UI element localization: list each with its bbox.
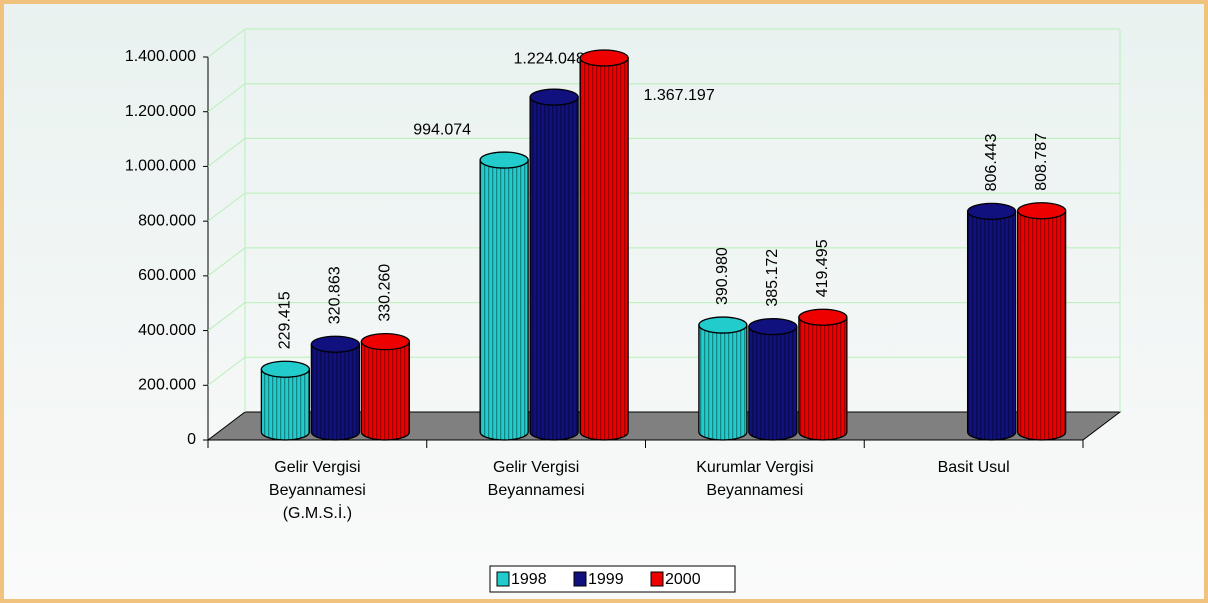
bar [310,343,361,441]
bar [698,324,748,441]
value-label: 229.415 [277,291,294,349]
legend-label: 2000 [665,571,701,588]
bar [748,325,798,441]
legend-swatch [650,571,664,587]
y-tick-label: 1.000.000 [125,158,196,175]
legend-swatch [573,571,587,587]
y-tick-label: 200.000 [138,377,196,394]
bar [360,341,411,441]
bar [479,159,529,441]
grid-line [207,302,246,331]
bar-top [360,333,411,351]
value-label: 1.224.048 [514,50,585,67]
x-tick-label: Gelir Vergisi [274,459,360,476]
x-tick-label: Beyannamesi [269,482,366,499]
legend-label: 1999 [588,571,624,588]
x-tick-label: Kurumlar Vergisi [696,459,813,476]
bar-top [798,308,848,326]
y-tick-label: 400.000 [138,322,196,339]
legend-label: 1998 [511,571,547,588]
value-label: 808.787 [1033,133,1050,191]
x-tick-label: Basit Usul [938,459,1010,476]
value-label: 1.367.197 [644,87,715,104]
bar-top [260,360,311,378]
value-label: 390.980 [714,247,731,305]
grid-line [207,192,246,222]
y-tick-label: 1.200.000 [125,103,196,120]
bar [966,210,1017,441]
y-tick-label: 800.000 [138,212,196,229]
value-label: 320.863 [327,266,344,324]
bar-top [529,88,579,106]
bar-top [748,317,798,336]
bar-top [310,335,361,353]
bar [529,96,579,441]
bar [260,368,311,441]
value-label: 806.443 [983,133,1000,191]
y-tick-label: 1.400.000 [125,48,196,65]
grid-line [207,28,246,58]
value-label: 330.260 [377,264,394,322]
y-tick-label: 0 [187,431,196,448]
x-tick-label: (G.M.S.İ.) [283,503,352,522]
legend-swatch [496,571,510,587]
bar [798,316,848,441]
bar-top [966,202,1017,221]
bar-top [698,316,748,334]
grid-line [207,356,246,386]
bar [1016,210,1067,441]
bar [579,57,629,441]
bar-top [479,151,529,169]
value-label: 994.074 [413,121,471,138]
value-label: 419.495 [814,239,831,297]
bar-top [1016,202,1067,220]
x-tick-label: Beyannamesi [488,482,585,499]
bar-top [579,49,629,67]
legend [489,565,736,593]
grid-line [207,247,246,277]
x-tick-label: Gelir Vergisi [493,459,579,476]
grid-line [207,138,246,167]
x-tick-label: Beyannamesi [706,482,803,499]
y-tick-label: 600.000 [138,267,196,284]
grid-line [207,83,246,113]
value-label: 385.172 [764,249,781,307]
